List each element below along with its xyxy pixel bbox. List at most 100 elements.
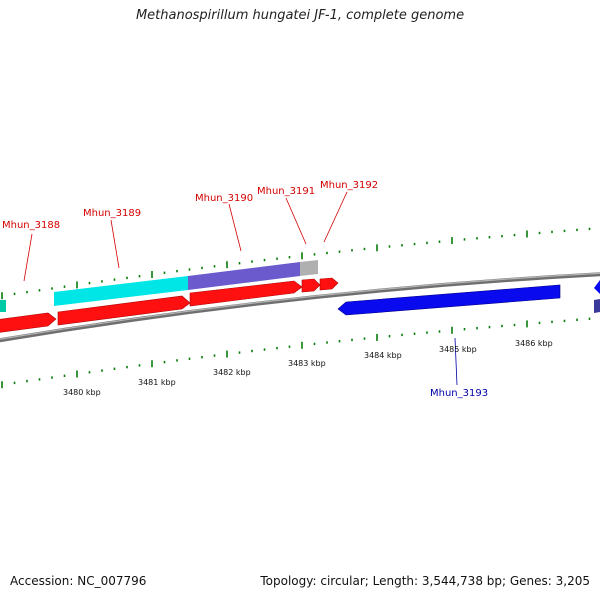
outer-track-minor-tick [413,242,416,246]
outer-track-minor-tick [263,258,266,262]
inner-track-minor-tick [313,342,316,346]
inner-track-major-tick [301,341,303,349]
inner-track-minor-tick [213,354,216,357]
leader-3192 [323,191,348,243]
gene-arrow-3190[interactable] [189,280,303,307]
outer-track-minor-tick [513,233,516,237]
inner-track-minor-tick [413,332,416,335]
outer-track-minor-tick [326,251,328,255]
cog-bar-gray [300,260,318,276]
inner-tick-track [1,317,591,389]
outer-track-minor-tick [401,244,403,247]
inner-track-minor-tick [276,346,278,350]
inner-track-minor-tick [63,374,66,377]
inner-track-minor-tick [401,333,403,337]
gene-arrow-3189[interactable] [57,295,191,326]
inner-track-minor-tick [363,337,366,340]
inner-track-minor-tick [88,371,91,374]
outer-track-minor-tick [176,269,178,273]
leader-3191 [285,197,307,245]
inner-track-minor-tick [551,320,553,324]
outer-track-minor-tick [338,250,341,253]
inner-track-minor-tick [126,365,128,369]
inner-track-minor-tick [426,331,428,334]
outer-track-minor-tick [576,228,578,232]
outer-track-minor-tick [463,238,466,241]
inner-track-minor-tick [388,335,391,338]
inner-track-minor-tick [101,369,103,372]
inner-track-major-tick [1,381,3,389]
inner-track-minor-tick [26,379,28,383]
outer-track-minor-tick [551,230,553,234]
outer-track-minor-tick [201,266,203,270]
gene-arrow-3188[interactable] [0,312,57,333]
inner-track-minor-tick [576,318,578,321]
outer-track-minor-tick [426,241,428,245]
inner-track-minor-tick [238,351,241,354]
outer-track-minor-tick [38,289,41,292]
inner-track-major-tick [526,320,528,328]
outer-track-minor-tick [63,285,66,288]
outer-track-minor-tick [213,265,216,268]
cog-bar-teal [0,300,6,312]
gene-arrow-next[interactable] [594,280,600,294]
cog-bar-cyan [54,276,188,306]
outer-track-minor-tick [488,236,491,239]
gene-label-3190[interactable]: Mhun_3190 [195,193,253,204]
gene-arrow-3193[interactable] [337,284,561,316]
cog-bar-slate [188,262,300,290]
leader-3190 [228,203,242,252]
outer-track-minor-tick [363,247,366,251]
inner-track-minor-tick [288,345,291,348]
leader-3189 [110,219,120,269]
inner-track-minor-tick [263,348,266,351]
outer-track-major-tick [151,271,153,278]
outer-track-major-tick [76,281,78,289]
outer-track-minor-tick [138,275,141,278]
leader-3188 [23,233,33,282]
outer-track-minor-tick [313,253,316,256]
gene-label-3192[interactable]: Mhun_3192 [320,180,378,191]
outer-track-minor-tick [51,287,53,290]
inner-track-major-tick [151,360,153,368]
outer-track-major-tick [451,237,453,245]
scale-label-3481: 3481 kbp [138,378,176,387]
outer-track-minor-tick [88,281,91,285]
inner-track-minor-tick [588,317,591,320]
map-title: Methanospirillum hungatei JF-1, complete… [135,8,465,23]
scale-label-3482: 3482 kbp [213,368,251,377]
scale-label-3483: 3483 kbp [288,359,326,368]
outer-track-minor-tick [126,276,128,280]
scale-label-3484: 3484 kbp [364,351,402,360]
outer-track-minor-tick [563,229,566,233]
gene-arrow-3191[interactable] [301,278,321,293]
accession-text: Accession: NC_007796 [10,574,147,588]
outer-track-minor-tick [588,227,591,231]
inner-track-minor-tick [351,338,353,342]
outer-track-minor-tick [101,280,103,283]
outer-track-minor-tick [476,237,478,240]
backbone-line [0,272,600,343]
inner-track-minor-tick [13,381,16,385]
inner-track-minor-tick [513,323,516,327]
gene-arrow-edge[interactable] [594,299,600,313]
outer-track-minor-tick [113,278,116,281]
outer-track-minor-tick [438,240,441,243]
inner-track-minor-tick [251,349,253,353]
inner-track-minor-tick [563,319,566,323]
outer-track-minor-tick [26,290,28,294]
outer-track-minor-tick [276,257,278,260]
outer-track-minor-tick [501,235,503,238]
inner-track-minor-tick [138,364,141,367]
gene-label-3193[interactable]: Mhun_3193 [430,388,488,399]
inner-track-minor-tick [201,356,203,359]
gene-label-3188[interactable]: Mhun_3188 [2,220,60,231]
outer-track-minor-tick [163,271,166,274]
gene-label-3191[interactable]: Mhun_3191 [257,186,315,197]
gene-arrow-3192[interactable] [319,277,339,291]
leader-3193 [454,337,458,386]
inner-track-major-tick [226,350,228,358]
scale-label-3480: 3480 kbp [63,388,101,397]
gene-label-3189[interactable]: Mhun_3189 [83,208,141,219]
